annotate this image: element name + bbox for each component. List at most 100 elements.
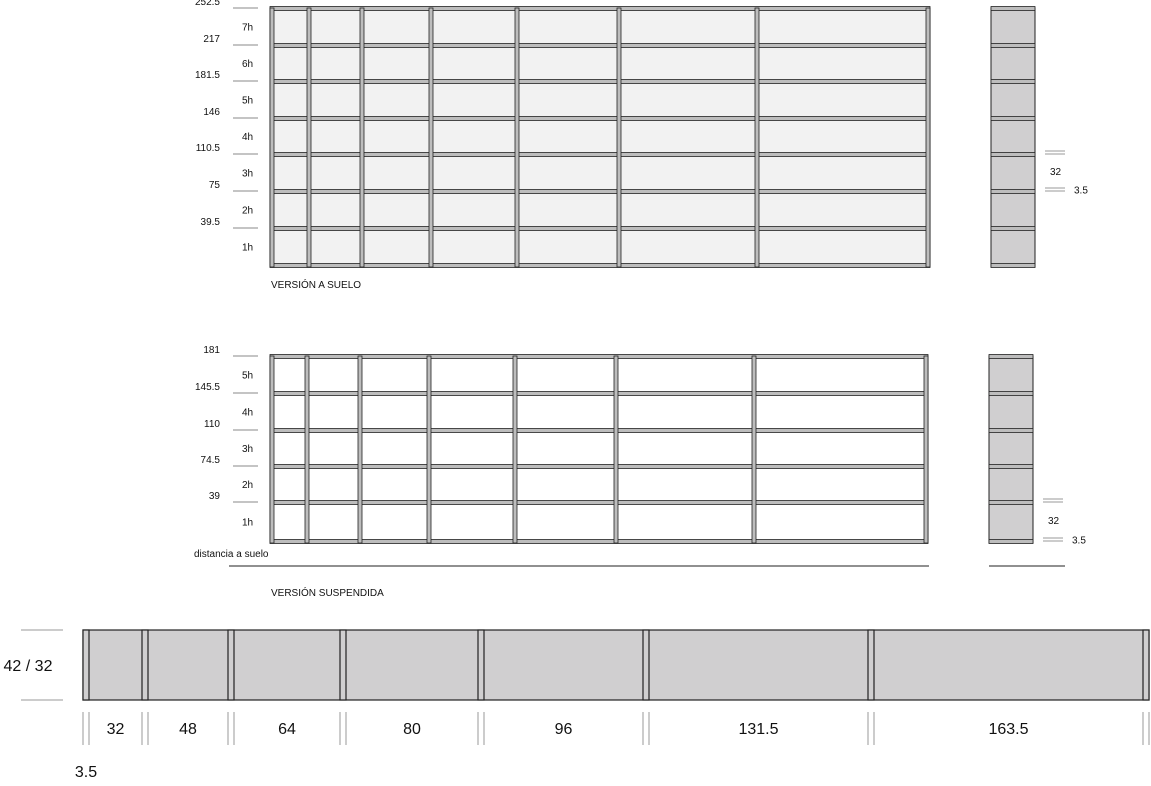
floor-version-title: VERSIÓN A SUELO bbox=[271, 278, 361, 291]
level-label: 3h bbox=[242, 444, 253, 455]
upright bbox=[616, 7, 622, 268]
plan-upright bbox=[141, 629, 149, 701]
upright bbox=[269, 7, 275, 268]
side-shelf bbox=[990, 263, 1036, 268]
module-width-label: 163.5 bbox=[988, 721, 1028, 738]
side-shelf bbox=[990, 116, 1036, 121]
floor-side-view bbox=[990, 6, 1036, 268]
upright bbox=[613, 355, 619, 544]
level-label: 2h bbox=[242, 206, 253, 217]
level-label: 3h bbox=[242, 169, 253, 180]
side-depth-label: 32 bbox=[1048, 516, 1060, 527]
level-label: 7h bbox=[242, 23, 253, 34]
upright bbox=[754, 7, 760, 268]
side-panel bbox=[990, 7, 1036, 268]
height-mark: 217 bbox=[203, 34, 220, 45]
plan-upright bbox=[477, 629, 485, 701]
upright bbox=[306, 7, 312, 268]
suspended-side-view bbox=[988, 354, 1034, 544]
shelf bbox=[269, 500, 929, 505]
height-mark: 75 bbox=[209, 180, 221, 191]
level-label: 5h bbox=[242, 371, 253, 382]
plan-upright bbox=[1142, 629, 1150, 701]
upright bbox=[751, 355, 757, 544]
height-mark: 145.5 bbox=[195, 382, 220, 393]
shelf bbox=[269, 539, 929, 544]
height-mark: 74.5 bbox=[201, 455, 221, 466]
height-mark: 39 bbox=[209, 491, 221, 502]
side-shelf bbox=[988, 500, 1034, 505]
plan-body bbox=[82, 629, 1150, 701]
upright bbox=[269, 355, 275, 544]
shelf bbox=[269, 189, 931, 194]
shelf bbox=[269, 464, 929, 469]
level-label: 1h bbox=[242, 243, 253, 254]
plan-upright bbox=[642, 629, 650, 701]
side-shelf bbox=[990, 43, 1036, 48]
side-shelf bbox=[988, 539, 1034, 544]
module-width-label: 64 bbox=[278, 721, 296, 738]
side-shelf bbox=[988, 354, 1034, 359]
suspended-version-title: VERSIÓN SUSPENDIDA bbox=[271, 586, 384, 599]
level-label: 6h bbox=[242, 59, 253, 70]
plan-upright bbox=[82, 629, 90, 701]
side-shelf bbox=[990, 79, 1036, 84]
upright bbox=[426, 355, 432, 544]
plan-upright bbox=[227, 629, 235, 701]
shelf bbox=[269, 43, 931, 48]
level-label: 5h bbox=[242, 96, 253, 107]
module-width-label: 80 bbox=[403, 721, 421, 738]
side-shelf bbox=[988, 464, 1034, 469]
upright bbox=[512, 355, 518, 544]
floor-elevation bbox=[269, 6, 931, 268]
height-mark: 110.5 bbox=[196, 143, 221, 154]
side-panel bbox=[988, 355, 1034, 544]
upright bbox=[923, 355, 929, 544]
module-width-label: 32 bbox=[107, 721, 125, 738]
plan-view bbox=[82, 629, 1150, 701]
suspended-elevation bbox=[269, 354, 929, 544]
depth-label: 42 / 32 bbox=[4, 658, 53, 675]
module-width-label: 96 bbox=[555, 721, 573, 738]
shelf bbox=[269, 226, 931, 231]
side-shelf bbox=[990, 189, 1036, 194]
height-mark: 181 bbox=[203, 345, 220, 356]
shelf bbox=[269, 79, 931, 84]
side-thickness-label: 3.5 bbox=[1072, 536, 1086, 547]
height-mark: 39.5 bbox=[201, 217, 221, 228]
upright-thickness-label: 3.5 bbox=[75, 764, 97, 781]
shelf bbox=[269, 263, 931, 268]
plan-upright bbox=[339, 629, 347, 701]
height-mark: 110 bbox=[204, 419, 220, 430]
shelf bbox=[269, 152, 931, 157]
module-width-label: 131.5 bbox=[738, 721, 778, 738]
level-label: 2h bbox=[242, 480, 253, 491]
cabinet-front bbox=[269, 7, 931, 266]
side-thickness-label: 3.5 bbox=[1074, 186, 1088, 197]
floor-distance-label: distancia a suelo bbox=[194, 549, 269, 560]
side-shelf bbox=[990, 226, 1036, 231]
module-width-label: 48 bbox=[179, 721, 197, 738]
height-mark: 181.5 bbox=[195, 70, 220, 81]
upright bbox=[514, 7, 520, 268]
cabinet-front bbox=[269, 355, 929, 542]
side-shelf bbox=[988, 428, 1034, 433]
upright bbox=[925, 7, 931, 268]
shelf bbox=[269, 391, 929, 396]
upright bbox=[359, 7, 365, 268]
side-shelf bbox=[990, 152, 1036, 157]
shelf bbox=[269, 354, 929, 359]
height-mark: 146 bbox=[203, 107, 220, 118]
level-label: 4h bbox=[242, 408, 253, 419]
shelf bbox=[269, 428, 929, 433]
upright bbox=[304, 355, 310, 544]
upright bbox=[428, 7, 434, 268]
shelf bbox=[269, 6, 931, 11]
level-label: 4h bbox=[242, 132, 253, 143]
side-shelf bbox=[988, 391, 1034, 396]
height-mark: 252.5 bbox=[195, 0, 220, 8]
level-label: 1h bbox=[242, 518, 253, 529]
upright bbox=[357, 355, 363, 544]
shelf bbox=[269, 116, 931, 121]
